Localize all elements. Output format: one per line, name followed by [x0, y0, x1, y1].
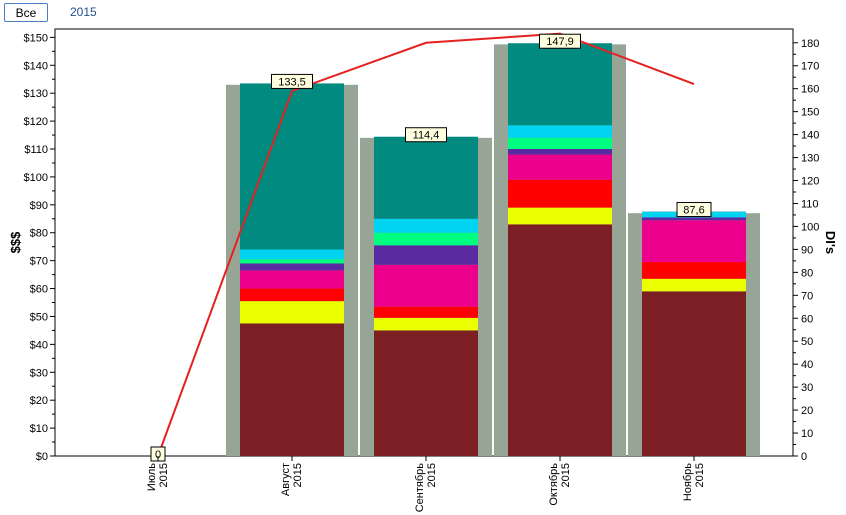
left-tick-label: $40: [30, 339, 48, 351]
bar-segment: [508, 137, 612, 150]
right-tick-label: 30: [801, 382, 813, 394]
left-tick-label: $110: [24, 144, 48, 156]
tab-2015[interactable]: 2015: [70, 5, 97, 19]
bar-segment: [508, 154, 612, 180]
bar-segment: [642, 278, 746, 292]
bar-segment: [240, 270, 344, 289]
total-label: 114,4: [413, 130, 440, 142]
x-tick-label-month: Июль: [146, 463, 158, 491]
bar-segment: [374, 232, 478, 246]
bar-segment: [240, 83, 344, 250]
bar-segment: [508, 179, 612, 208]
left-tick-label: $130: [24, 88, 48, 100]
total-label: 147,9: [546, 36, 574, 48]
bar-segment: [642, 262, 746, 279]
total-label-box: [405, 127, 447, 143]
total-label-box: [676, 202, 712, 218]
right-tick-label: 170: [801, 61, 819, 73]
total-label: 0: [155, 449, 161, 461]
right-tick-label: 160: [801, 84, 819, 96]
bar-segment: [374, 317, 478, 331]
right-tick-label: 60: [801, 313, 813, 325]
left-tick-label: $150: [24, 32, 48, 44]
left-axis-title: $$$: [8, 231, 23, 253]
bar-segment: [374, 245, 478, 265]
bar-segment: [374, 218, 478, 233]
x-tick-label-month: Сентябрь: [414, 463, 426, 513]
total-label: 87,6: [683, 205, 704, 217]
left-tick-label: $30: [30, 367, 48, 379]
bar-segment: [508, 43, 612, 126]
left-tick-label: $90: [30, 200, 48, 212]
bar-segment: [642, 291, 746, 456]
bar-segment: [240, 301, 344, 324]
bar-segment: [508, 207, 612, 225]
bar-segment: [374, 306, 478, 318]
bar-segment: [240, 288, 344, 302]
left-tick-label: $80: [30, 228, 48, 240]
right-tick-label: 180: [801, 38, 819, 50]
bar-segment: [508, 149, 612, 155]
x-tick-label-year: 2015: [292, 463, 304, 487]
tab-all[interactable]: Все: [4, 3, 48, 22]
right-tick-label: 10: [801, 428, 813, 440]
right-tick-label: 80: [801, 267, 813, 279]
bar-segment: [508, 125, 612, 138]
left-tick-label: $20: [30, 395, 48, 407]
x-tick-label-year: 2015: [426, 463, 438, 487]
bar-segment: [642, 217, 746, 221]
bar-segment: [642, 220, 746, 263]
bar-segment: [374, 330, 478, 456]
total-label: 133,5: [278, 76, 306, 88]
total-label-box: [539, 33, 581, 49]
right-tick-label: 40: [801, 359, 813, 371]
x-tick-label-year: 2015: [560, 463, 572, 487]
right-tick-label: 150: [801, 107, 819, 119]
right-tick-label: 20: [801, 405, 813, 417]
left-tick-label: $60: [30, 284, 48, 296]
left-tick-label: $50: [30, 311, 48, 323]
x-tick-label-year: 2015: [158, 463, 170, 487]
right-tick-label: 130: [801, 153, 819, 165]
bar-segment: [508, 224, 612, 456]
bar-segment: [240, 249, 344, 260]
bar-segment: [374, 264, 478, 307]
right-tick-label: 100: [801, 221, 819, 233]
right-tick-label: 120: [801, 176, 819, 188]
bar-segment: [240, 323, 344, 456]
right-tick-label: 140: [801, 130, 819, 142]
x-tick-label-year: 2015: [694, 463, 706, 487]
right-tick-label: 0: [801, 451, 807, 463]
bar-segment: [240, 263, 344, 271]
left-tick-label: $10: [30, 423, 48, 435]
x-tick-label-month: Ноябрь: [682, 463, 694, 501]
left-tick-label: $120: [24, 116, 48, 128]
right-axis-title: DI's: [823, 231, 838, 254]
right-tick-label: 110: [801, 198, 819, 210]
x-tick-label-month: Октябрь: [548, 463, 560, 506]
right-tick-label: 70: [801, 290, 813, 302]
x-tick-label-month: Август: [280, 463, 292, 496]
right-tick-label: 50: [801, 336, 813, 348]
filter-bar: Все 2015: [0, 0, 846, 26]
left-tick-label: $140: [24, 60, 48, 72]
right-tick-label: 90: [801, 244, 813, 256]
line-series: [157, 32, 695, 457]
total-label-box: [271, 73, 313, 89]
left-tick-label: $0: [36, 451, 48, 463]
bar-segment: [374, 136, 478, 219]
left-tick-label: $100: [24, 172, 48, 184]
left-tick-label: $70: [30, 256, 48, 268]
bar-segment: [240, 259, 344, 264]
